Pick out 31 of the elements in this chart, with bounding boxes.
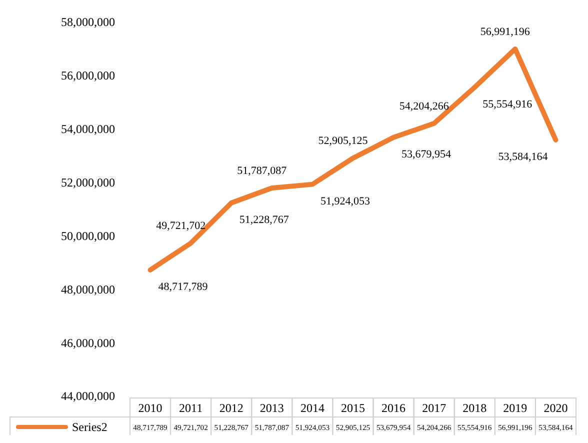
text: 55,554,916	[482, 98, 532, 110]
x-tick-label: 2017	[422, 401, 446, 415]
text: 49,721,702	[156, 220, 206, 232]
legend-label: Series2	[72, 420, 108, 434]
y-tick-label: 54,000,000	[61, 122, 115, 136]
y-tick-label: 52,000,000	[61, 175, 115, 190]
x-tick-label: 2019	[503, 401, 528, 415]
x-tick-label: 2014	[300, 401, 324, 415]
x-tick-label: 2020	[544, 401, 568, 415]
y-tick-label: 48,000,000	[61, 282, 115, 296]
y-tick-label: 44,000,000	[61, 389, 115, 404]
x-tick-label: 2016	[382, 401, 406, 415]
y-tick-label: 50,000,000	[61, 228, 115, 243]
x-tick-label: 2013	[260, 401, 284, 415]
text: 51,924,053	[320, 195, 370, 208]
y-tick-label: 56,000,000	[61, 68, 115, 83]
text: 53,679,954	[402, 148, 452, 160]
text: 52,905,125	[318, 135, 368, 148]
text: 48,717,789	[158, 280, 208, 293]
text: 53,584,164	[498, 150, 548, 163]
y-tick-label: 46,000,000	[61, 336, 115, 350]
text: 56,991,196	[480, 26, 530, 38]
text: 54,204,266	[399, 100, 449, 112]
y-tick-label: 58,000,000	[61, 15, 115, 30]
x-tick-label: 2018	[462, 401, 487, 415]
x-tick-label: 2011	[179, 401, 203, 415]
text: 51,787,087	[237, 164, 287, 177]
x-tick-label: 2012	[219, 401, 244, 415]
x-tick-label: 2015	[341, 401, 365, 415]
text: 51,228,767	[239, 214, 289, 226]
x-tick-label: 2010	[138, 401, 162, 415]
